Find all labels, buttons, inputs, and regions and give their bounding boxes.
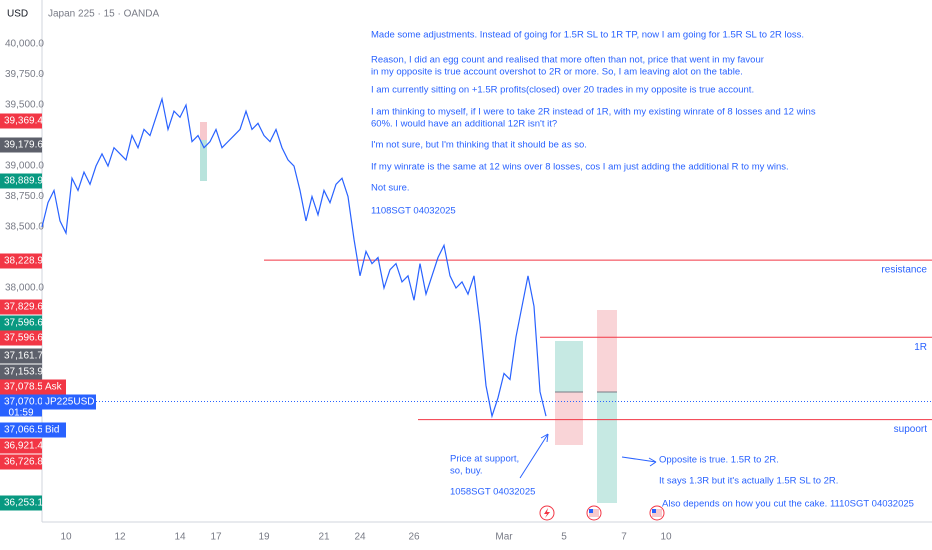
price-label: 37,153.9 — [4, 367, 43, 378]
price-label: 39,179.6 — [4, 140, 43, 151]
note: 1058SGT 04032025 — [450, 487, 535, 498]
y-tick-label: 39,750.0 — [5, 69, 44, 80]
note: I am thinking to myself, if I were to ta… — [371, 107, 816, 118]
price-tag-box — [42, 422, 66, 438]
price-label: 38,228.9 — [4, 256, 43, 267]
price-tag: Ask — [45, 382, 63, 393]
note: Reason, I did an egg count and realised … — [371, 55, 764, 66]
price-label: 37,829.6 — [4, 302, 43, 313]
note: I'm not sure, but I'm thinking that it s… — [371, 140, 587, 151]
countdown: 01:59 — [8, 408, 33, 419]
price-label: 37,066.5 — [4, 425, 43, 436]
price-label: 37,070.0 — [4, 397, 43, 408]
note: Opposite is true. 1.5R to 2R. — [659, 455, 779, 466]
x-tick-label: 24 — [354, 532, 366, 543]
y-tick-label: 38,750.0 — [5, 191, 44, 202]
price-label-box — [0, 253, 42, 269]
note: 60%. I would have an additional 12R isn'… — [371, 119, 557, 130]
price-label: 39,369.4 — [4, 116, 43, 127]
price-label-box — [0, 330, 42, 346]
price-label-box — [0, 173, 42, 189]
price-label-box — [0, 137, 42, 153]
small-profit-zone — [200, 140, 207, 181]
arrow-head — [540, 433, 549, 443]
event-icon — [539, 505, 555, 521]
price-tag: JP225USD — [45, 397, 94, 408]
note: Price at support, — [450, 454, 519, 465]
price-label: 36,921.4 — [4, 441, 43, 452]
profit-zone — [597, 392, 617, 503]
arrow — [519, 433, 549, 479]
price-label: 38,889.9 — [4, 176, 43, 187]
note: in my opposite is true account overshot … — [371, 67, 743, 78]
price-tag: Bid — [45, 425, 59, 436]
loss-zone — [555, 392, 583, 445]
y-tick-label: 40,000.0 — [5, 39, 44, 50]
note: I am currently sitting on +1.5R profits(… — [371, 85, 754, 96]
price-label-box — [0, 422, 42, 438]
price-label: 36,253.1 — [4, 498, 43, 509]
note: It says 1.3R but it's actually 1.5R SL t… — [659, 476, 838, 487]
note: If my winrate is the same at 12 wins ove… — [371, 162, 789, 173]
level-label: 1R — [914, 342, 927, 353]
price-tag-box — [42, 379, 66, 395]
x-tick-label: Mar — [495, 532, 513, 543]
y-tick-label: 39,000.0 — [5, 161, 44, 172]
currency: USD — [7, 9, 28, 20]
price-label-box — [0, 113, 42, 129]
symbol: Japan 225 · 15 · OANDA — [48, 9, 159, 20]
price-label-box — [0, 394, 42, 417]
x-tick-label: 10 — [660, 532, 672, 543]
price-label-box — [0, 315, 42, 331]
x-tick-label: 21 — [318, 532, 330, 543]
arrow-head — [648, 457, 657, 467]
x-tick-label: 19 — [258, 532, 270, 543]
price-label-box — [0, 364, 42, 380]
profit-zone — [555, 341, 583, 392]
price-label-box — [0, 299, 42, 315]
price-label-box — [0, 454, 42, 470]
price-label: 37,161.7 — [4, 351, 43, 362]
price-label-box — [0, 438, 42, 454]
y-tick-label: 39,500.0 — [5, 100, 44, 111]
price-label: 36,726.8 — [4, 457, 43, 468]
level-label: supoort — [894, 424, 928, 435]
y-tick-label: 38,500.0 — [5, 222, 44, 233]
note: Not sure. — [371, 183, 410, 194]
price-label-box — [0, 348, 42, 364]
price-label-box — [0, 379, 42, 395]
loss-zone — [597, 310, 617, 392]
note: Also depends on how you cut the cake. 11… — [662, 499, 914, 510]
price-label-box — [0, 495, 42, 511]
event-icon — [586, 505, 602, 521]
x-tick-label: 12 — [114, 532, 126, 543]
x-tick-label: 5 — [561, 532, 567, 543]
x-tick-label: 17 — [210, 532, 222, 543]
event-icon — [649, 505, 665, 521]
note: Made some adjustments. Instead of going … — [371, 30, 804, 41]
x-tick-label: 10 — [60, 532, 72, 543]
price-line — [41, 96, 547, 419]
level-label: resistance — [881, 265, 927, 276]
price-tag-box — [42, 394, 96, 410]
price-label: 37,596.6 — [4, 318, 43, 329]
y-tick-label: 38,000.0 — [5, 283, 44, 294]
price-label: 37,078.5 — [4, 382, 43, 393]
small-loss-zone — [200, 122, 207, 140]
x-tick-label: 26 — [408, 532, 420, 543]
price-label: 37,596.6 — [4, 333, 43, 344]
note: 1108SGT 04032025 — [371, 206, 456, 217]
note: so, buy. — [450, 466, 483, 477]
x-tick-label: 14 — [174, 532, 186, 543]
x-tick-label: 7 — [621, 532, 627, 543]
arrow — [621, 456, 657, 463]
